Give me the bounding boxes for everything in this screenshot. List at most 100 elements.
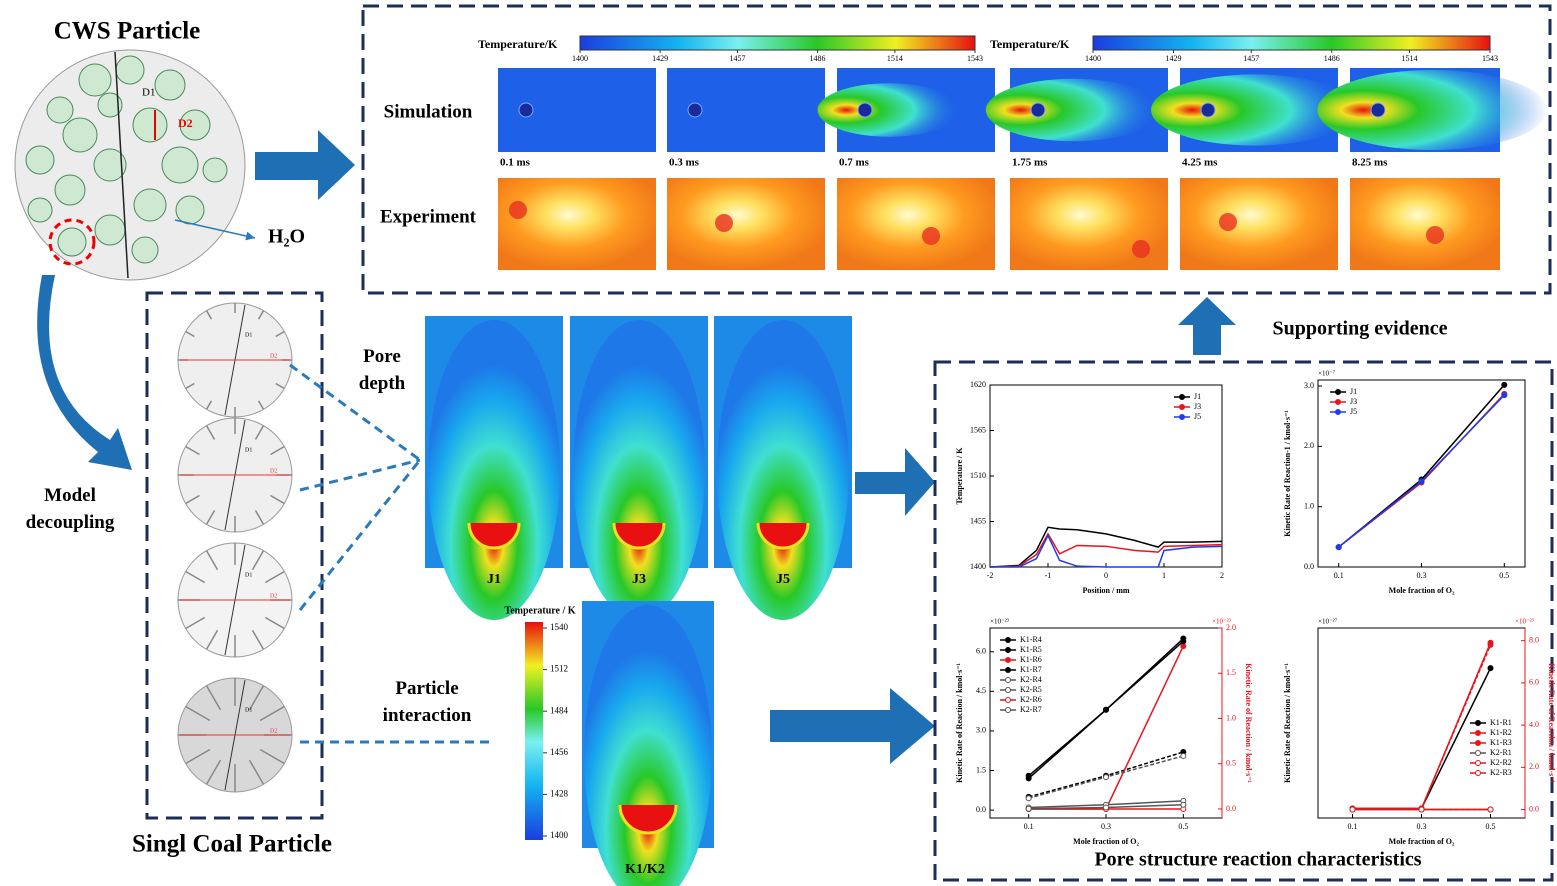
legend-label: K2-R7 [1020, 705, 1042, 714]
time-label: 0.1 ms [500, 157, 531, 169]
pore [259, 705, 285, 722]
series-marker [1103, 804, 1109, 811]
reaction-box [933, 360, 1554, 882]
legend-marker [1475, 750, 1481, 756]
y-tick-label: 4.5 [976, 686, 986, 695]
colorbar [579, 35, 976, 51]
particle [1200, 102, 1216, 118]
arrow-up [1178, 297, 1236, 355]
series-line [1352, 644, 1492, 810]
dashed-links [289, 363, 490, 744]
pore [248, 759, 265, 785]
legend-label: K1-R2 [1490, 728, 1512, 737]
particle [687, 102, 703, 118]
x-tick-label: 0.3 [1101, 822, 1111, 831]
plume [428, 320, 560, 620]
arrow [770, 688, 935, 764]
y2-axis-label: Kinetic Rate of Reaction / kmol·s⁻¹ [1547, 663, 1556, 783]
particle-shell [467, 522, 521, 550]
cws-title: CWS Particle [54, 18, 200, 45]
x-axis-label: Mole fraction of O₂ [1389, 586, 1455, 595]
legend-label: K1-R5 [1020, 645, 1042, 654]
pore [185, 445, 200, 456]
x-tick-label: -1 [1045, 571, 1052, 580]
interaction-label: Particle interaction [383, 678, 472, 726]
legend-marker [1475, 740, 1481, 746]
legend-marker [1475, 720, 1481, 726]
y-tick-label: 0.5 [1226, 759, 1236, 768]
y-tick-label: 1510 [970, 471, 986, 480]
top-box [361, 4, 1552, 295]
y-tick-label: 0.0 [1529, 804, 1539, 813]
colorbar [1092, 35, 1491, 51]
arrow [255, 130, 355, 200]
curved-arrow [37, 275, 132, 470]
y-tick-label: 0.0 [1226, 804, 1236, 813]
case-label: J3 [632, 572, 646, 587]
legend-marker [1005, 687, 1011, 693]
experiment-frame [498, 178, 656, 270]
colorbar-label: Temperature/K [478, 37, 558, 51]
d1-label: D1 [142, 87, 155, 99]
colorbar-tick-label: 1457 [1243, 54, 1259, 63]
y-tick-label: 6.0 [976, 647, 986, 656]
legend-marker [1475, 730, 1481, 736]
hot-spot [1132, 240, 1150, 258]
colorbar-tick-label: 1400 [1085, 54, 1101, 63]
pore [185, 570, 206, 584]
colorbar-tick-label: 1486 [1324, 54, 1340, 63]
colorbar-tick-label: 1486 [810, 54, 826, 63]
reaction-caption: Pore structure reaction characteristics [1094, 849, 1421, 871]
y-axis-label: Temperature / K [955, 447, 964, 505]
y-tick-label: 1.0 [1226, 713, 1236, 722]
plume [573, 320, 705, 620]
series-line [1338, 393, 1505, 548]
legend-marker [1179, 404, 1185, 410]
legend-label: K2-R5 [1020, 685, 1042, 694]
series-marker [1349, 806, 1356, 813]
x-axis-label: Position / mm [1082, 586, 1129, 595]
legend-label: J3 [1350, 397, 1357, 406]
multiplier: ×10⁻²³ [1212, 618, 1231, 626]
y-tick-label: 1620 [970, 380, 986, 389]
pore [254, 510, 265, 525]
series-line [989, 526, 1223, 568]
d1-label: D1 [245, 707, 252, 713]
series-line [1352, 642, 1492, 810]
plume [985, 78, 1161, 142]
x-tick-label: 0.1 [1024, 822, 1034, 831]
pore [205, 629, 219, 650]
y-tick-label: 3.0 [976, 726, 986, 735]
x-tick-label: 0.1 [1348, 822, 1358, 831]
pore [185, 705, 211, 722]
series-marker [1180, 801, 1187, 808]
y-tick-label: 3.0 [1304, 381, 1314, 390]
coal-caption: Singl Coal Particle [132, 831, 332, 858]
legend-marker [1005, 677, 1011, 683]
y-tick-label: 1.0 [1304, 502, 1314, 511]
y-tick-label: 2.0 [1226, 623, 1236, 632]
h2o-label: H₂O [268, 226, 305, 248]
experiment-frame [1350, 178, 1500, 270]
series-marker [1487, 665, 1494, 672]
series-line [989, 532, 1223, 568]
pore [251, 550, 265, 571]
pore [205, 759, 222, 785]
series-marker [1025, 795, 1032, 802]
pore [275, 330, 285, 338]
pore [251, 629, 265, 650]
particle [857, 102, 873, 118]
legend-label: K2-R6 [1020, 695, 1042, 704]
legend-marker [1005, 707, 1011, 713]
series-line [1338, 394, 1505, 548]
legend-label: K1-R1 [1490, 718, 1512, 727]
highlight-grain [48, 218, 96, 266]
series-marker [1025, 772, 1032, 779]
colorbar-tick-label: 1514 [887, 54, 903, 63]
x-tick-label: 0.3 [1417, 571, 1427, 580]
d1-label: D1 [245, 572, 252, 578]
colorbar [525, 622, 543, 840]
colorbar-label: Temperature/K [990, 37, 1070, 51]
legend-label: K2-R3 [1490, 768, 1512, 777]
